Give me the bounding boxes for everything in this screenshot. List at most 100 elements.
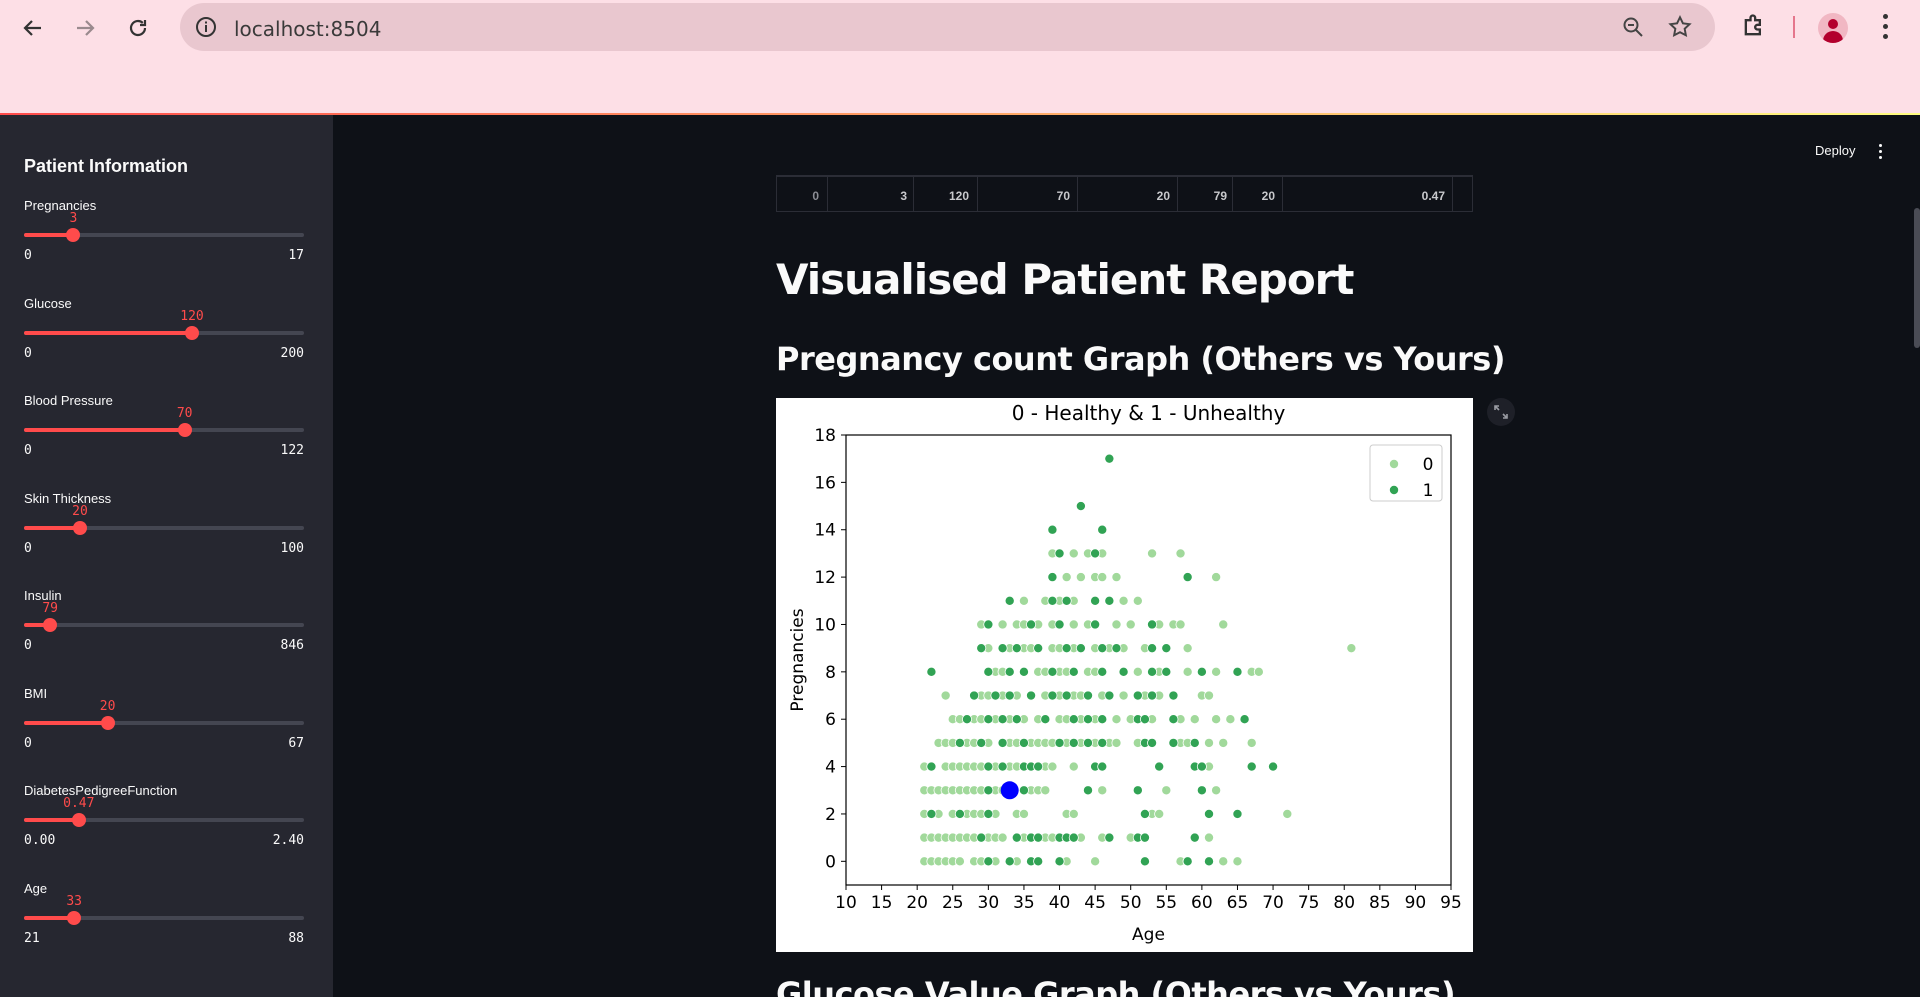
- header-decoration: [0, 113, 1920, 115]
- bookmark-star-icon[interactable]: [1667, 14, 1693, 45]
- scatter-point-0: [1118, 690, 1129, 701]
- patient-point: [1000, 781, 1019, 800]
- scatter-point-1: [997, 714, 1008, 725]
- fullscreen-expand-icon[interactable]: [1487, 398, 1515, 426]
- slider-thumb[interactable]: [67, 911, 82, 925]
- extensions-puzzle-icon[interactable]: [1740, 12, 1768, 45]
- x-tick-label: 75: [1298, 893, 1320, 913]
- deploy-button[interactable]: Deploy: [1815, 143, 1856, 158]
- slider-skin-thickness[interactable]: Skin Thickness 20 0 100: [24, 491, 304, 581]
- slider-thumb[interactable]: [43, 618, 58, 632]
- chart-title: 0 - Healthy & 1 - Unhealthy: [1012, 401, 1286, 425]
- slider-blood-pressure[interactable]: Blood Pressure 70 0 122: [24, 393, 304, 483]
- scatter-point-1: [1090, 619, 1101, 630]
- forward-arrow-icon[interactable]: [67, 10, 103, 46]
- scatter-point-1: [1104, 832, 1115, 843]
- x-tick-label: 65: [1227, 893, 1249, 913]
- scatter-point-1: [1011, 832, 1022, 843]
- scatter-point-1: [1161, 643, 1172, 654]
- slider-min: 0: [24, 248, 32, 263]
- slider-label: BMI: [24, 686, 48, 701]
- table-cell: 3: [900, 189, 907, 203]
- slider-thumb[interactable]: [66, 228, 81, 242]
- slider-track[interactable]: [24, 331, 304, 335]
- scatter-point-1: [1068, 666, 1079, 677]
- x-tick-label: 55: [1155, 893, 1177, 913]
- slider-bmi[interactable]: BMI 20 0 67: [24, 686, 304, 776]
- url-text[interactable]: localhost:8504: [234, 17, 382, 41]
- scatter-point-1: [1139, 832, 1150, 843]
- scatter-point-0: [1182, 643, 1193, 654]
- slider-track[interactable]: [24, 916, 304, 920]
- slider-track[interactable]: [24, 526, 304, 530]
- scatter-point-1: [1118, 666, 1129, 677]
- slider-track[interactable]: [24, 623, 304, 627]
- table-cell: 79: [1213, 189, 1227, 203]
- slider-thumb[interactable]: [73, 521, 87, 535]
- scatter-point-0: [1147, 548, 1158, 559]
- profile-avatar-icon[interactable]: [1818, 13, 1848, 43]
- main-menu-icon[interactable]: [1876, 142, 1886, 160]
- slider-max: 17: [288, 248, 304, 263]
- slider-min: 0.00: [24, 833, 56, 848]
- slider-thumb[interactable]: [71, 813, 86, 827]
- slider-insulin[interactable]: Insulin 79 0 846: [24, 588, 304, 678]
- page-scrollbar[interactable]: [1914, 208, 1920, 348]
- slider-age[interactable]: Age 33 21 88: [24, 881, 304, 971]
- scatter-point-1: [983, 856, 994, 867]
- y-tick-label: 0: [825, 852, 836, 872]
- scatter-point-1: [1132, 690, 1143, 701]
- scatter-point-1: [1132, 785, 1143, 796]
- scatter-point-0: [1132, 666, 1143, 677]
- scatter-point-1: [1047, 524, 1058, 535]
- slider-value: 79: [42, 601, 58, 616]
- slider-track[interactable]: [24, 721, 304, 725]
- patient-dataframe[interactable]: 0 3 120 70 20 79 20 0.47: [776, 175, 1473, 212]
- table-cell: 70: [1056, 189, 1070, 203]
- scatter-point-1: [1061, 690, 1072, 701]
- back-arrow-icon[interactable]: [15, 10, 51, 46]
- site-info-icon[interactable]: [194, 15, 218, 39]
- zoom-icon[interactable]: [1621, 15, 1645, 44]
- y-tick-label: 14: [814, 521, 836, 541]
- scatter-point-1: [1147, 690, 1158, 701]
- y-tick-label: 2: [825, 805, 836, 825]
- slider-label: Age: [24, 881, 48, 896]
- scatter-point-1: [983, 761, 994, 772]
- scatter-point-1: [1068, 714, 1079, 725]
- scatter-point-1: [1196, 761, 1207, 772]
- scatter-point-1: [1147, 643, 1158, 654]
- browser-menu-icon[interactable]: [1876, 12, 1896, 42]
- y-axis-label: Pregnancies: [788, 608, 808, 711]
- scatter-point-0: [1218, 737, 1229, 748]
- slider-diabetespedigreefunction[interactable]: DiabetesPedigreeFunction 0.47 0.00 2.40: [24, 783, 304, 873]
- scatter-point-0: [1125, 619, 1136, 630]
- scatter-point-0: [1154, 808, 1165, 819]
- scatter-point-0: [1118, 595, 1129, 606]
- scatter-point-0: [1182, 666, 1193, 677]
- slider-track[interactable]: [24, 233, 304, 237]
- slider-track[interactable]: [24, 428, 304, 432]
- scatter-point-1: [1203, 856, 1214, 867]
- slider-value: 33: [66, 894, 82, 909]
- x-tick-label: 30: [978, 893, 1000, 913]
- scatter-point-1: [1054, 548, 1065, 559]
- toolbar-divider: [1793, 16, 1795, 38]
- slider-track[interactable]: [24, 818, 304, 822]
- slider-max: 100: [280, 541, 304, 556]
- slider-glucose[interactable]: Glucose 120 0 200: [24, 296, 304, 386]
- scatter-point-1: [1097, 737, 1108, 748]
- reload-icon[interactable]: [120, 10, 156, 46]
- scatter-point-1: [1139, 808, 1150, 819]
- slider-value: 20: [99, 699, 116, 714]
- scatter-point-0: [1111, 737, 1122, 748]
- scatter-point-1: [1111, 643, 1122, 654]
- slider-thumb[interactable]: [177, 423, 192, 437]
- slider-thumb[interactable]: [100, 716, 115, 730]
- scatter-point-1: [983, 619, 994, 630]
- sidebar: Patient Information Pregnancies 3 0 17 Gluco…: [0, 115, 333, 997]
- scatter-point-1: [1054, 856, 1065, 867]
- slider-thumb[interactable]: [185, 326, 199, 340]
- slider-pregnancies[interactable]: Pregnancies 3 0 17: [24, 198, 304, 288]
- address-bar[interactable]: localhost:8504: [180, 3, 1715, 51]
